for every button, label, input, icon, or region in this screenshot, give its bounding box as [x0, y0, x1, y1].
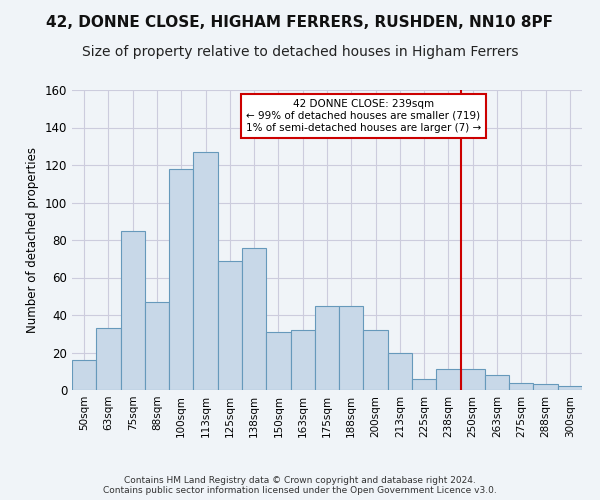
Bar: [558, 386, 582, 390]
Bar: [72, 360, 96, 390]
Bar: [533, 384, 558, 390]
Bar: [339, 306, 364, 390]
Bar: [509, 382, 533, 390]
Bar: [266, 332, 290, 390]
Bar: [485, 375, 509, 390]
Bar: [145, 302, 169, 390]
Text: Size of property relative to detached houses in Higham Ferrers: Size of property relative to detached ho…: [82, 45, 518, 59]
Bar: [121, 230, 145, 390]
Bar: [169, 169, 193, 390]
Bar: [461, 370, 485, 390]
Bar: [364, 330, 388, 390]
Y-axis label: Number of detached properties: Number of detached properties: [26, 147, 39, 333]
Bar: [218, 260, 242, 390]
Text: 42 DONNE CLOSE: 239sqm
← 99% of detached houses are smaller (719)
1% of semi-det: 42 DONNE CLOSE: 239sqm ← 99% of detached…: [246, 100, 481, 132]
Bar: [388, 352, 412, 390]
Bar: [412, 379, 436, 390]
Text: 42, DONNE CLOSE, HIGHAM FERRERS, RUSHDEN, NN10 8PF: 42, DONNE CLOSE, HIGHAM FERRERS, RUSHDEN…: [47, 15, 554, 30]
Bar: [290, 330, 315, 390]
Bar: [193, 152, 218, 390]
Bar: [315, 306, 339, 390]
Bar: [242, 248, 266, 390]
Bar: [96, 328, 121, 390]
Text: Contains HM Land Registry data © Crown copyright and database right 2024.
Contai: Contains HM Land Registry data © Crown c…: [103, 476, 497, 495]
Bar: [436, 370, 461, 390]
